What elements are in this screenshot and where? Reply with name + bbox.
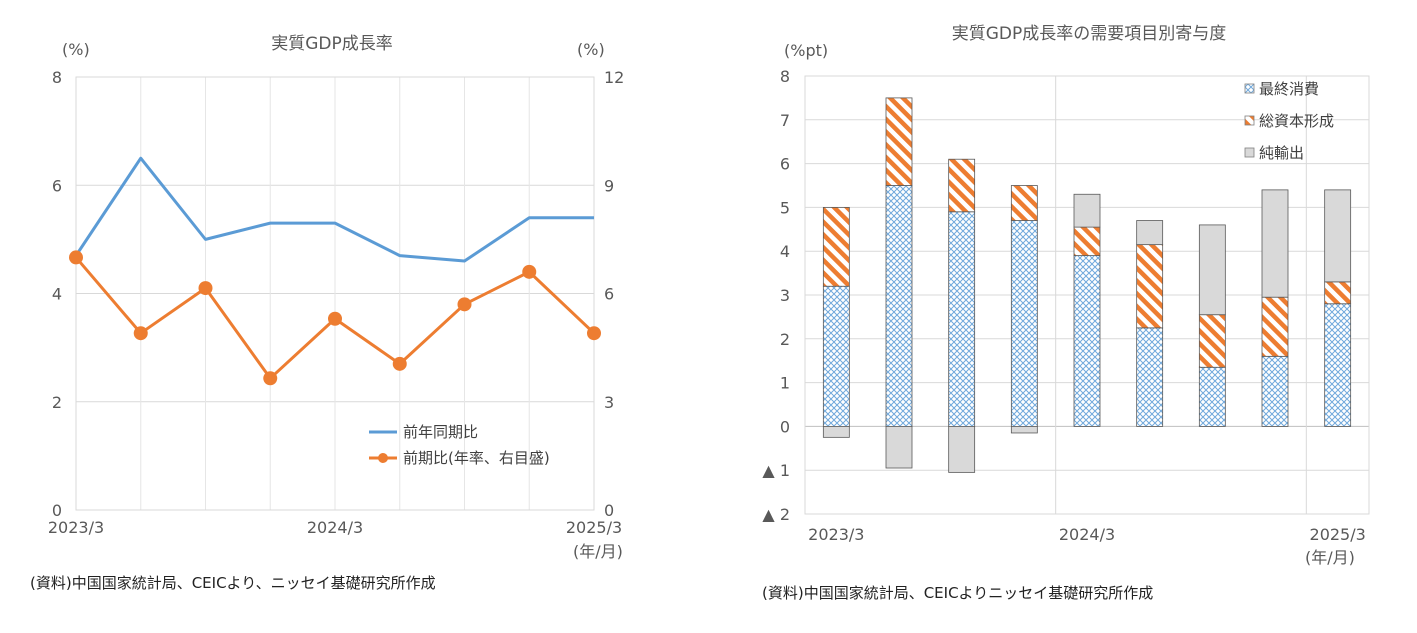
legend-qoq-label: 前期比(年率、右目盛) — [403, 449, 550, 467]
bar-segment-net-export — [1073, 193, 1101, 228]
bar-segment-consumption — [948, 211, 976, 427]
right-y-tick-label: 0 — [604, 501, 614, 520]
bar-chart-y-tick-label: ▲ 1 — [762, 461, 790, 480]
bar-segment-capital — [822, 206, 850, 287]
left-y-tick-label: 6 — [52, 176, 62, 195]
line-chart-x-axis-unit: (年/月) — [573, 542, 623, 561]
bar-chart-y-tick-label: 0 — [780, 417, 790, 436]
bar-segment-net-export — [822, 425, 850, 438]
bar-chart-y-tick-label: 2 — [780, 330, 790, 349]
bar-chart-y-tick-label: 8 — [780, 67, 790, 86]
bar-segment-net-export — [885, 425, 913, 469]
bar-segment-consumption — [1010, 220, 1038, 427]
qoq-data-point — [263, 371, 278, 386]
line-chart-source-note: (資料)中国国家統計局、CEICより、ニッセイ基礎研究所作成 — [30, 574, 436, 592]
bar-chart-x-tick-label: 2024/3 — [1059, 525, 1115, 544]
bar-chart-y-ticks: 8 7 6 5 4 3 2 1 0 ▲ 1 ▲ 2 — [762, 67, 790, 524]
bar-segment-capital — [1073, 226, 1101, 256]
bar-chart-y-tick-label: ▲ 2 — [762, 505, 790, 524]
bar-segment-consumption — [1198, 366, 1226, 427]
right-y-tick-label: 6 — [604, 285, 614, 304]
bar-chart-x-tick-label: 2025/3 — [1310, 525, 1366, 544]
bar-segment-capital — [1261, 296, 1289, 357]
bar-segment-consumption — [1261, 355, 1289, 427]
line-chart-title: 実質GDP成長率 — [271, 34, 393, 54]
legend-netexport-swatch — [1244, 147, 1255, 158]
bar-chart-legend: 最終消費 総資本形成 純輸出 — [1244, 80, 1334, 162]
qoq-data-point — [457, 297, 472, 312]
bar-segment-capital — [1198, 314, 1226, 368]
legend-consumption-label: 最終消費 — [1259, 80, 1319, 98]
legend-consumption-swatch — [1244, 83, 1255, 94]
bar-chart-y-tick-label: 5 — [780, 198, 790, 217]
bar-segment-net-export — [1010, 425, 1038, 434]
bar-segment-capital — [885, 97, 913, 186]
qoq-data-point — [69, 250, 83, 265]
bar-chart-y-tick-label: 1 — [780, 374, 790, 393]
bar-chart-plot-area — [804, 75, 1370, 515]
legend-capital-swatch — [1244, 115, 1255, 126]
bar-segment-capital — [1136, 244, 1164, 329]
line-chart-plot-area — [75, 76, 595, 511]
bar-segment-net-export — [1261, 189, 1289, 298]
right-y-tick-label: 12 — [604, 68, 624, 87]
line-chart-x-ticks: 2023/3 2024/3 2025/3 — [48, 518, 622, 537]
qoq-data-point — [198, 281, 213, 296]
line-chart-x-tick-label: 2024/3 — [307, 518, 363, 537]
legend-yoy-label: 前年同期比 — [403, 423, 478, 441]
bar-chart-x-ticks: 2023/3 2024/3 2025/3 — [808, 525, 1366, 544]
left-y-tick-label: 4 — [52, 285, 62, 304]
bar-chart-y-tick-label: 4 — [780, 242, 790, 261]
bar-chart-y-axis-unit: (%pt) — [784, 41, 828, 60]
bar-chart-y-tick-label: 7 — [780, 111, 790, 130]
left-y-tick-label: 2 — [52, 393, 62, 412]
line-chart-grid — [76, 76, 594, 511]
bar-segment-capital — [1324, 281, 1352, 305]
bar-chart-title: 実質GDP成長率の需要項目別寄与度 — [952, 24, 1227, 44]
bar-chart-y-tick-label: 3 — [780, 286, 790, 305]
bar-segment-net-export — [948, 425, 976, 473]
legend-capital-label: 総資本形成 — [1259, 112, 1334, 130]
bar-segment-net-export — [1324, 189, 1352, 283]
bar-segment-consumption — [885, 185, 913, 427]
bar-segment-capital — [948, 158, 976, 213]
qoq-data-point — [522, 264, 537, 279]
bar-chart-source-note: (資料)中国国家統計局、CEICよりニッセイ基礎研究所作成 — [762, 584, 1154, 602]
bar-segment-consumption — [1136, 327, 1164, 427]
line-chart-legend: 前年同期比 前期比(年率、右目盛) — [369, 423, 550, 467]
bar-segment-net-export — [1198, 224, 1226, 316]
qoq-data-point — [328, 311, 342, 326]
qoq-data-point — [587, 326, 601, 341]
line-chart-left-y-ticks: 0 2 4 6 8 — [52, 68, 62, 520]
bar-chart-y-tick-label: 6 — [780, 155, 790, 174]
line-chart: 実質GDP成長率 (%) (%) 0 2 4 6 8 0 3 6 9 12 2023/3 2024… — [48, 34, 625, 561]
left-y-tick-label: 8 — [52, 68, 62, 87]
legend-netexport-label: 純輸出 — [1259, 144, 1304, 162]
bar-segment-consumption — [1073, 255, 1101, 427]
legend-qoq-marker — [378, 453, 388, 463]
left-y-axis-unit: (%) — [62, 40, 90, 59]
bar-segment-net-export — [1136, 220, 1164, 246]
right-y-axis-unit: (%) — [577, 40, 605, 59]
qoq-data-point — [133, 326, 148, 341]
line-chart-x-tick-label: 2023/3 — [48, 518, 104, 537]
bar-chart-x-axis-unit: (年/月) — [1305, 548, 1355, 567]
line-chart-series — [69, 156, 601, 386]
bar-segment-consumption — [1324, 303, 1352, 427]
line-chart-x-tick-label: 2025/3 — [566, 518, 622, 537]
bar-chart-bars — [822, 97, 1352, 473]
bar-segment-capital — [1010, 185, 1038, 221]
yoy-series-line — [74, 156, 594, 263]
line-chart-right-y-ticks: 0 3 6 9 12 — [604, 68, 624, 520]
left-y-tick-label: 0 — [52, 501, 62, 520]
bar-chart-x-tick-label: 2023/3 — [808, 525, 864, 544]
qoq-data-point — [392, 356, 407, 371]
right-y-tick-label: 3 — [604, 393, 614, 412]
right-y-tick-label: 9 — [604, 176, 614, 195]
bar-segment-consumption — [822, 285, 850, 427]
